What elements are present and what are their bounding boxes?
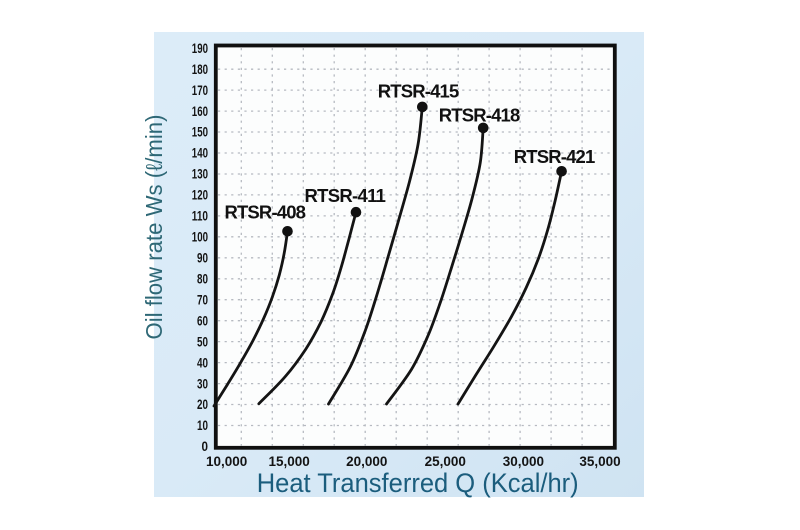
svg-text:20: 20 [197,397,208,412]
svg-text:RTSR-421: RTSR-421 [514,146,596,167]
svg-text:25,000: 25,000 [425,454,466,469]
svg-text:Oil flow rate Ws (ℓ/min): Oil flow rate Ws (ℓ/min) [141,115,167,340]
svg-text:30,000: 30,000 [503,454,544,469]
svg-text:110: 110 [192,209,208,224]
svg-text:170: 170 [192,83,208,98]
svg-text:60: 60 [197,313,208,328]
svg-text:0: 0 [202,439,209,454]
svg-text:RTSR-408: RTSR-408 [224,201,306,222]
svg-text:30: 30 [197,376,208,391]
svg-text:140: 140 [192,146,208,161]
svg-text:40: 40 [197,355,208,370]
svg-text:RTSR-415: RTSR-415 [378,81,460,102]
svg-text:10: 10 [197,418,208,433]
svg-text:180: 180 [192,62,208,77]
svg-text:150: 150 [192,125,208,140]
svg-text:70: 70 [197,292,208,307]
svg-text:50: 50 [197,334,208,349]
svg-text:100: 100 [192,230,208,245]
svg-text:160: 160 [192,104,208,119]
svg-text:80: 80 [197,272,208,287]
svg-text:35,000: 35,000 [579,454,620,469]
svg-text:10,000: 10,000 [206,454,247,469]
svg-text:RTSR-411: RTSR-411 [304,185,386,206]
svg-text:120: 120 [192,188,208,203]
svg-text:190: 190 [192,41,208,56]
svg-text:Heat Transferred Q (Kcal/hr): Heat Transferred Q (Kcal/hr) [257,468,579,498]
svg-text:15,000: 15,000 [268,454,309,469]
svg-text:20,000: 20,000 [346,454,387,469]
svg-text:RTSR-418: RTSR-418 [439,105,521,126]
svg-text:90: 90 [197,251,208,266]
svg-text:130: 130 [192,167,208,182]
